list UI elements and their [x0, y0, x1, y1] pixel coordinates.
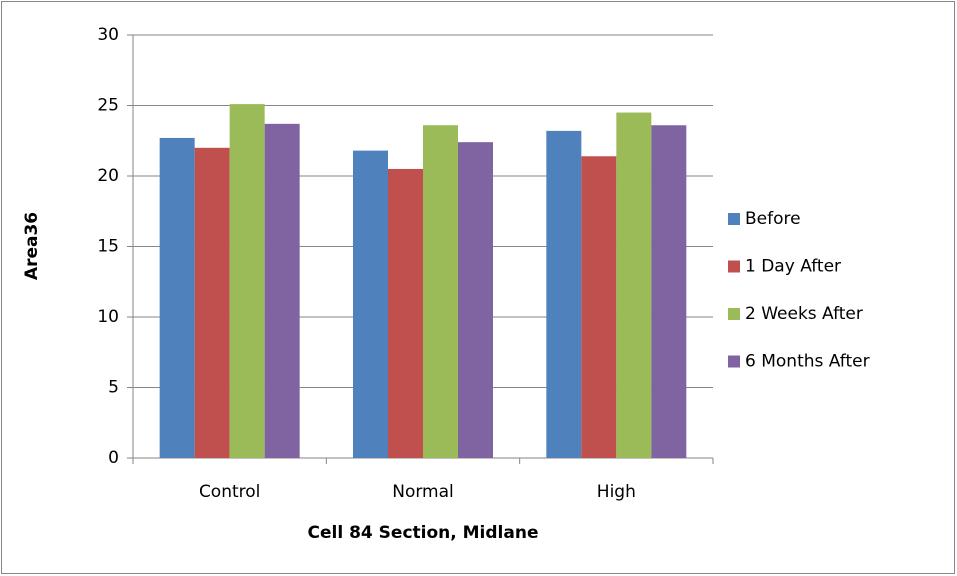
y-tick-label: 5	[108, 378, 119, 398]
bar	[423, 125, 458, 459]
bar	[229, 104, 265, 458]
bar	[353, 150, 388, 458]
y-tick-label: 20	[97, 166, 119, 186]
bar	[458, 142, 493, 458]
bar	[194, 147, 230, 459]
y-tick-label: 0	[108, 448, 119, 468]
y-tick-label: 25	[97, 96, 119, 116]
legend-label: Before	[745, 209, 801, 229]
x-tick-label: Normal	[392, 482, 454, 502]
bar	[651, 125, 687, 459]
legend-label: 6 Months After	[745, 352, 870, 372]
bar	[388, 168, 423, 458]
y-tick-label: 30	[97, 25, 119, 45]
legend-swatch	[728, 213, 740, 225]
legend-swatch	[728, 260, 740, 273]
legend-swatch	[728, 308, 740, 320]
y-axis-title: Area36	[22, 212, 42, 280]
bar	[581, 156, 617, 458]
bar	[264, 123, 300, 458]
legend-label: 2 Weeks After	[745, 304, 863, 324]
bar	[616, 112, 652, 459]
bar	[159, 137, 195, 458]
y-tick-label: 15	[97, 237, 119, 257]
bar	[546, 130, 582, 458]
y-tick-label: 10	[97, 307, 119, 327]
legend-label: 1 Day After	[745, 257, 841, 277]
x-tick-label: Control	[199, 482, 260, 502]
x-axis-title: Cell 84 Section, Midlane	[308, 523, 539, 543]
legend-swatch	[728, 355, 740, 368]
x-tick-label: High	[597, 482, 636, 502]
